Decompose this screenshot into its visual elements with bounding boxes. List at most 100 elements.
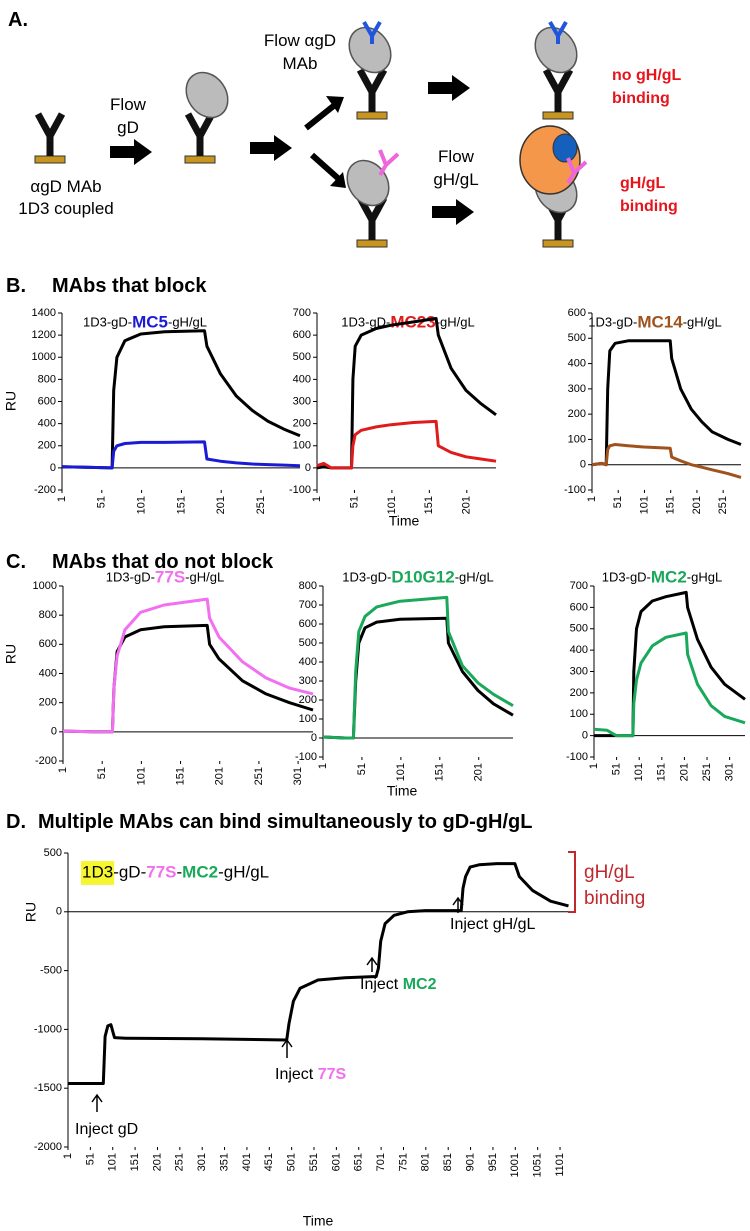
- label: Flow αgD: [264, 31, 336, 50]
- gd: [185, 71, 229, 119]
- x-tick-label: 251: [701, 763, 713, 781]
- y-tick-label: 500: [570, 623, 588, 635]
- section-title: MAbs that do not block: [52, 551, 274, 573]
- data-line: [591, 339, 742, 467]
- title-part: Inject: [360, 976, 403, 993]
- y-tick-label: 0: [311, 732, 317, 744]
- title-part: MC2: [182, 862, 218, 881]
- x-tick-label: 251: [717, 496, 729, 514]
- x-tick-label: 151: [656, 763, 668, 781]
- y-tick-label: 700: [299, 599, 317, 611]
- y-tick-label: 400: [38, 418, 56, 430]
- x-tick-label: 51: [96, 767, 108, 779]
- x-tick-label: 1: [311, 496, 323, 502]
- title-part: 77S: [318, 1066, 347, 1083]
- x-tick-label: 51: [612, 496, 624, 508]
- annotation-arrow: [366, 956, 378, 972]
- y-tick-label: 500: [44, 847, 62, 859]
- x-tick-label: 1051: [532, 1153, 544, 1177]
- panel-label: D.: [6, 811, 26, 833]
- panel-label: C.: [6, 551, 26, 573]
- data-line: [68, 862, 569, 1085]
- x-axis-label: Time: [303, 1213, 334, 1229]
- x-tick-label: 251: [255, 496, 267, 514]
- x-tick-label: 201: [691, 496, 703, 514]
- x-tick-label: 101: [395, 763, 407, 781]
- x-tick-label: 651: [353, 1153, 365, 1171]
- gl: [552, 133, 578, 163]
- x-axis-label: Time: [387, 783, 418, 799]
- y-tick-label: -1500: [34, 1082, 62, 1094]
- label: gD: [117, 118, 139, 137]
- y-tick-label: 400: [570, 644, 588, 656]
- arrow: [326, 96, 344, 113]
- title-part: 1D3-gD-: [106, 569, 155, 584]
- x-tick-label: 251: [253, 767, 265, 785]
- x-tick-label: 151: [175, 496, 187, 514]
- mab: [566, 157, 588, 185]
- x-tick-label: 401: [241, 1153, 253, 1171]
- arrow: [250, 135, 292, 161]
- x-tick-label: 101: [135, 767, 147, 785]
- y-tick-label: 300: [299, 675, 317, 687]
- data-line: [316, 419, 497, 470]
- x-tick-label: 51: [611, 763, 623, 775]
- arrow: [110, 139, 152, 165]
- title-part: -gH/gL: [436, 314, 475, 329]
- y-tick-label: 700: [293, 307, 311, 319]
- x-tick-label: 201: [214, 767, 226, 785]
- data-line: [316, 317, 497, 470]
- title-part: -gH/gL: [168, 314, 207, 329]
- label: Flow: [110, 95, 147, 114]
- title-part: 77S: [146, 862, 176, 881]
- data-line: [322, 616, 514, 740]
- title-part: Inject gD: [75, 1121, 138, 1138]
- x-tick-label: 201: [461, 496, 473, 514]
- title-part: 1D3-gD-: [341, 314, 390, 329]
- title-part: -gH/gL: [185, 569, 224, 584]
- y-tick-label: 800: [38, 373, 56, 385]
- title-part: Inject: [275, 1066, 318, 1083]
- y-tick-label: 400: [39, 667, 57, 679]
- y-tick-label: 1200: [32, 329, 56, 341]
- gd: [348, 26, 392, 74]
- x-tick-label: 201: [473, 763, 485, 781]
- antibody: [185, 114, 215, 163]
- y-tick-label: 600: [39, 638, 57, 650]
- y-tick-label: -100: [564, 484, 586, 496]
- title-part: Inject gH/gL: [450, 916, 535, 933]
- x-tick-label: 51: [96, 496, 108, 508]
- y-tick-label: 200: [299, 694, 317, 706]
- y-tick-label: 300: [293, 395, 311, 407]
- title-part: MC2: [403, 976, 437, 993]
- y-tick-label: -1000: [34, 1023, 62, 1035]
- x-tick-label: 1: [317, 763, 329, 769]
- x-tick-label: 151: [129, 1153, 141, 1171]
- x-tick-label: 201: [151, 1153, 163, 1171]
- y-tick-label: 0: [580, 459, 586, 471]
- x-tick-label: 451: [263, 1153, 275, 1171]
- y-tick-label: 1000: [32, 351, 56, 363]
- label: αgD MAb: [30, 177, 101, 196]
- title-part: 1D3-gD-: [602, 569, 651, 584]
- x-tick-label: 101: [638, 496, 650, 514]
- antibody: [357, 70, 387, 119]
- mab: [378, 149, 400, 177]
- x-tick-label: 1: [57, 767, 69, 773]
- x-tick-label: 501: [286, 1153, 298, 1171]
- y-tick-label: 600: [570, 601, 588, 613]
- x-tick-label: 151: [174, 767, 186, 785]
- y-tick-label: 100: [299, 713, 317, 725]
- x-tick-label: 1: [588, 763, 600, 769]
- title-part: 77S: [155, 567, 185, 586]
- y-tick-label: 600: [568, 307, 586, 319]
- gd: [534, 26, 578, 74]
- bracket-label: binding: [584, 888, 645, 909]
- y-tick-label: 400: [568, 357, 586, 369]
- y-tick-label: 300: [570, 665, 588, 677]
- x-tick-label: 301: [292, 767, 304, 785]
- title-part: D10G12: [391, 567, 454, 586]
- x-tick-label: 601: [330, 1153, 342, 1171]
- y-tick-label: 0: [50, 462, 56, 474]
- y-tick-label: 800: [299, 580, 317, 592]
